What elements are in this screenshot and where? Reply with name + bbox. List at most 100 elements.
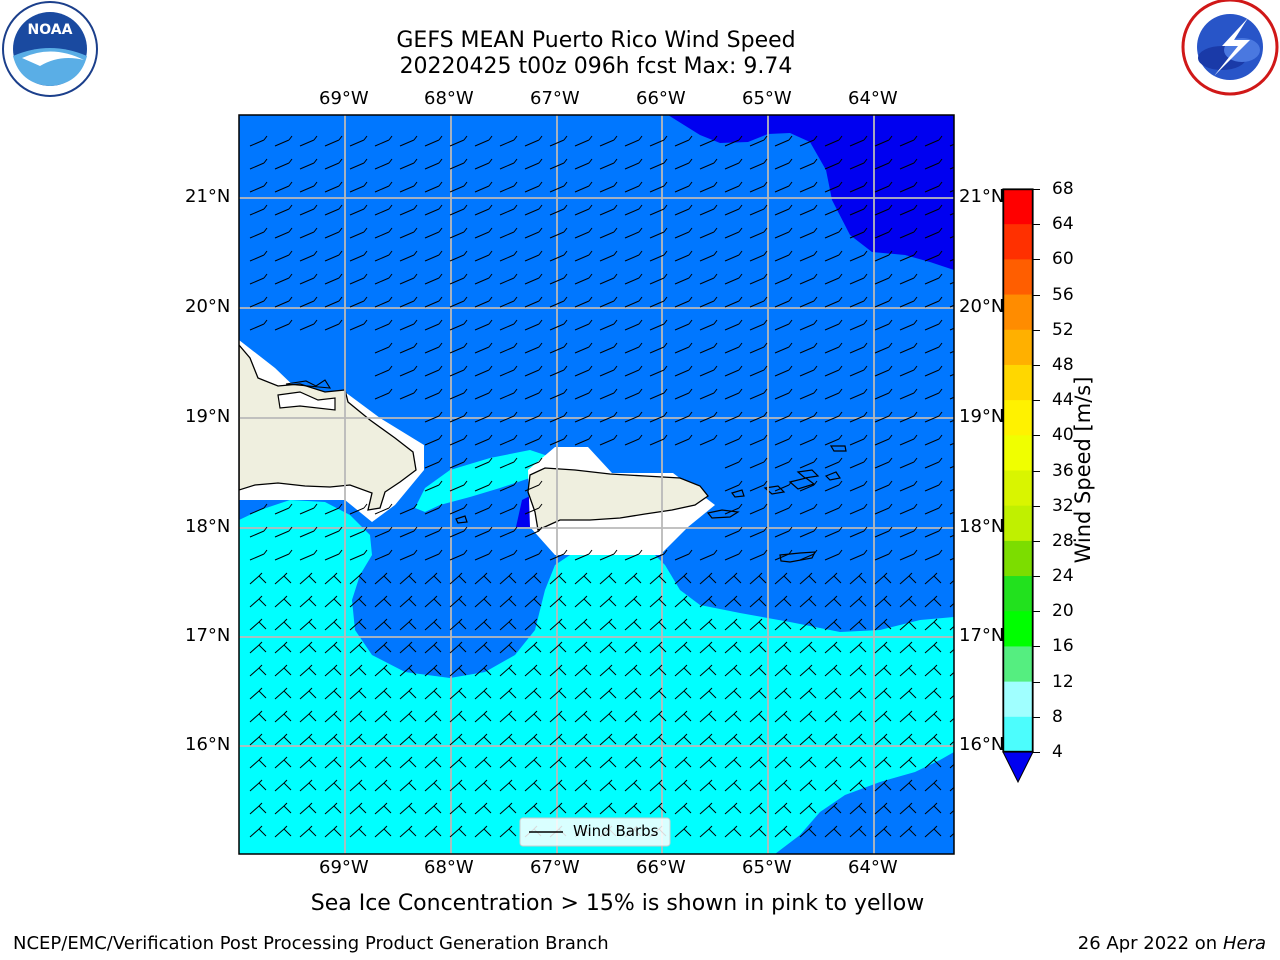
wind-barb xyxy=(799,319,818,331)
wind-barb xyxy=(749,733,767,746)
wind-barb xyxy=(374,641,392,654)
wind-barb xyxy=(949,304,954,308)
wind-barb xyxy=(874,135,893,147)
wind-barb xyxy=(749,365,768,377)
wind-barb xyxy=(724,296,743,308)
colorbar-band xyxy=(1003,259,1033,296)
wind-barb xyxy=(674,687,692,700)
colorbar-tick-mark xyxy=(1033,224,1040,226)
wind-barb xyxy=(574,158,593,170)
wind-barb xyxy=(749,664,767,677)
wind-barb xyxy=(349,503,368,515)
wind-barb xyxy=(924,181,943,193)
wind-barb xyxy=(949,786,954,792)
wind-barb xyxy=(724,342,743,354)
wind-barb xyxy=(699,595,717,608)
wind-barb xyxy=(724,825,742,838)
wind-barb xyxy=(774,273,793,285)
wind-barb xyxy=(799,480,818,492)
wind-barb xyxy=(424,733,442,746)
wind-barb xyxy=(574,296,593,308)
wind-barb xyxy=(899,687,917,700)
wind-barb xyxy=(474,227,493,239)
wind-barb xyxy=(849,664,867,677)
wind-barb xyxy=(874,388,893,400)
wind-barb xyxy=(249,204,268,216)
wind-barb xyxy=(399,618,417,631)
wind-barb xyxy=(674,342,693,354)
wind-barb xyxy=(749,549,768,561)
footer-date-text: 26 Apr 2022 on xyxy=(1077,933,1223,954)
wind-barb xyxy=(549,365,568,377)
wind-barb xyxy=(449,135,468,147)
wind-barb xyxy=(799,204,818,216)
wind-barb xyxy=(549,756,567,769)
wind-barb xyxy=(424,158,443,170)
wind-barb xyxy=(699,181,718,193)
wind-barb xyxy=(824,687,842,700)
wind-barb xyxy=(674,135,693,147)
wind-barb xyxy=(774,526,793,538)
lat-label-right: 20°N xyxy=(959,296,1005,317)
wind-barb xyxy=(924,641,942,654)
wind-barb xyxy=(374,710,392,723)
wind-barb xyxy=(374,503,393,515)
wind-barb xyxy=(899,204,918,216)
wind-barb xyxy=(524,733,542,746)
wind-barb xyxy=(799,549,818,561)
wind-barb xyxy=(549,411,568,423)
wind-barb xyxy=(824,641,842,654)
wind-barb xyxy=(674,296,693,308)
wind-barb xyxy=(549,204,568,216)
wind-barb xyxy=(299,319,318,331)
wind-barb xyxy=(474,779,492,792)
wind-barb xyxy=(874,687,892,700)
colorbar-band xyxy=(1003,576,1033,612)
wind-barb xyxy=(949,327,954,331)
wind-barb xyxy=(474,250,493,262)
wind-barb xyxy=(749,227,768,239)
wind-barb xyxy=(649,250,668,262)
wind-barb xyxy=(449,296,468,308)
wind-barb xyxy=(574,710,592,723)
wind-barb xyxy=(799,756,817,769)
wind-barb xyxy=(324,733,342,746)
wind-barb xyxy=(749,457,768,469)
wind-barb xyxy=(424,319,443,331)
wind-barb xyxy=(274,825,292,838)
colorbar-tick-mark xyxy=(1033,364,1040,366)
wind-barb xyxy=(499,319,518,331)
wind-barb xyxy=(299,618,317,631)
wind-barb xyxy=(424,181,443,193)
wind-barb xyxy=(949,717,954,723)
wind-barb xyxy=(849,503,868,515)
wind-barb xyxy=(424,388,443,400)
wind-barb xyxy=(799,595,817,608)
wind-barb xyxy=(449,411,468,423)
wind-barb xyxy=(549,158,568,170)
colorbar-tick-mark xyxy=(1033,435,1040,437)
wind-barb xyxy=(324,503,343,515)
wind-barb xyxy=(699,388,718,400)
lat-label-right: 17°N xyxy=(959,625,1005,646)
wind-barb xyxy=(799,342,818,354)
wind-barb xyxy=(449,503,468,515)
wind-barb xyxy=(824,457,843,469)
lon-label-top: 64°W xyxy=(848,88,898,109)
wind-barb xyxy=(524,457,543,469)
wind-barb xyxy=(374,595,392,608)
wind-barb xyxy=(824,756,842,769)
colorbar-tick-label: 40 xyxy=(1052,425,1074,446)
wind-barb xyxy=(499,733,517,746)
wind-barb xyxy=(349,756,367,769)
wind-barb xyxy=(824,388,843,400)
wind-barb xyxy=(574,273,593,285)
wind-barb xyxy=(249,526,268,538)
wind-barb xyxy=(374,158,393,170)
wind-barb xyxy=(724,273,743,285)
wind-barb xyxy=(924,411,943,423)
wind-barb xyxy=(449,710,467,723)
wind-barb xyxy=(649,342,668,354)
wind-barb xyxy=(699,756,717,769)
wind-barb xyxy=(824,572,842,585)
